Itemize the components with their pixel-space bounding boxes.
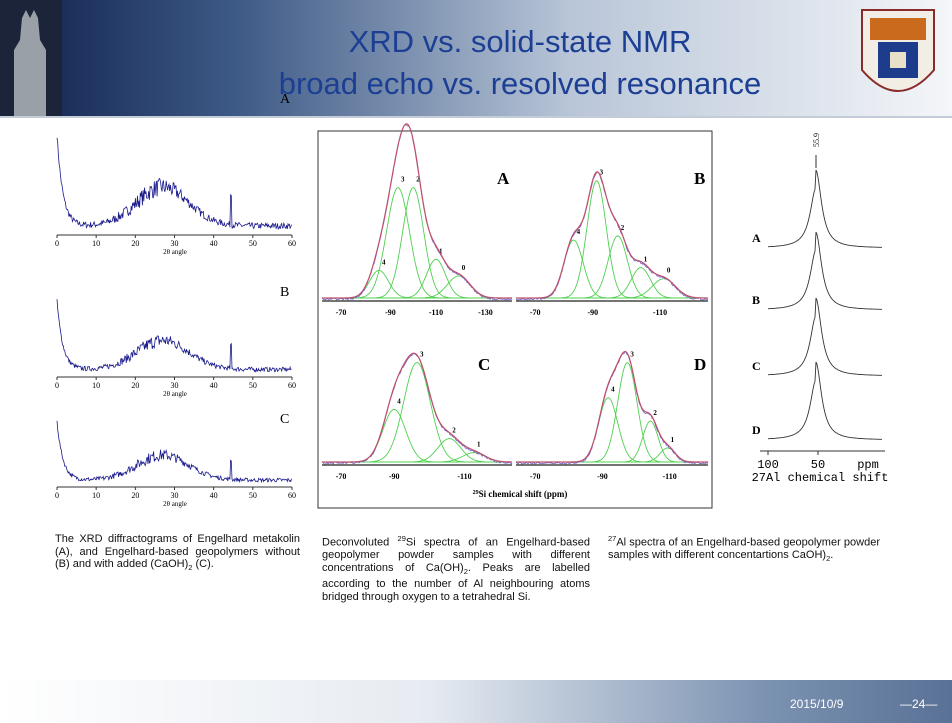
si-tick-label: -130	[478, 308, 493, 317]
xrd-trace	[57, 299, 292, 372]
crest-book	[890, 52, 906, 68]
xrd-panel-label: C	[280, 412, 289, 427]
xrd-tick-label: 50	[249, 491, 257, 500]
si-panel-label: B	[694, 169, 705, 188]
si-axis-label-text: Si chemical shift (ppm)	[479, 489, 568, 499]
footer-date: 2015/10/9	[790, 697, 844, 711]
xrd-trace	[57, 421, 292, 482]
caption-text: (C).	[192, 558, 213, 570]
xrd-tick-label: 60	[288, 491, 296, 500]
xrd-tick-label: 20	[131, 381, 139, 390]
si-tick-label: -110	[457, 472, 471, 481]
al-tick-label: 100	[757, 458, 779, 472]
si-peak-label: 4	[397, 397, 401, 405]
al-trace-label: D	[752, 423, 761, 437]
caption-text: The XRD diffractograms of Engelhard meta…	[55, 533, 300, 570]
xrd-tick-label: 20	[131, 491, 139, 500]
xrd-tick-label: 30	[171, 239, 179, 248]
si-peak-label: 1	[477, 441, 481, 449]
xrd-axis-label: 2θ angle	[163, 500, 187, 508]
si-peak-label: 0	[462, 264, 466, 272]
si-peak-label: 4	[611, 386, 615, 394]
xrd-tick-label: 20	[131, 239, 139, 248]
xrd-tick-label: 60	[288, 239, 296, 248]
al-unit: ppm	[857, 458, 879, 472]
caption-sup: 29	[398, 534, 406, 543]
si-peak-label: 1	[644, 256, 648, 264]
si-peak-label: 3	[401, 176, 405, 184]
xrd-axis-label: 2θ angle	[163, 390, 187, 398]
si-peak-label: 0	[667, 267, 671, 275]
slide-page: XRD vs. solid-state NMR broad echo vs. r…	[0, 0, 952, 723]
xrd-trace	[57, 138, 292, 229]
si-peak-label: 1	[671, 436, 675, 444]
al-tick-label: 50	[811, 458, 825, 472]
si-tick-label: -90	[597, 472, 608, 481]
al-trace	[768, 298, 882, 375]
caption: 27Al spectra of an Engelhard-based geopo…	[608, 533, 880, 566]
al-trace	[768, 232, 882, 309]
si-panel-label: D	[694, 355, 706, 374]
si-axis-label: 29Si chemical shift (ppm)	[473, 489, 568, 499]
si-figure-frame	[318, 131, 712, 508]
si-tick-label: -90	[385, 308, 396, 317]
xrd-tick-label: 10	[92, 239, 100, 248]
title-line: XRD vs. solid-state NMR	[349, 24, 692, 59]
xrd-panel-label: B	[280, 285, 289, 300]
xrd-tick-label: 50	[249, 239, 257, 248]
al-trace-label: C	[752, 359, 761, 373]
si-tick-label: -90	[389, 472, 400, 481]
si-tick-label: -70	[336, 308, 347, 317]
si-tick-label: -110	[429, 308, 443, 317]
si-peak-label: 4	[382, 258, 386, 266]
si-panel-label: C	[478, 355, 490, 374]
xrd-tick-label: 40	[210, 381, 218, 390]
si-tick-label: -110	[662, 472, 676, 481]
xrd-tick-label: 10	[92, 491, 100, 500]
si-tick-label: -70	[336, 472, 347, 481]
xrd-tick-label: 0	[55, 491, 59, 500]
si-peak-label: 3	[420, 351, 424, 359]
xrd-tick-label: 10	[92, 381, 100, 390]
xrd-tick-label: 50	[249, 381, 257, 390]
xrd-tick-label: 0	[55, 381, 59, 390]
xrd-tick-label: 30	[171, 381, 179, 390]
al-peak-label: 55.9	[812, 133, 821, 147]
al-trace	[768, 362, 882, 439]
al-trace	[768, 170, 882, 247]
caption: The XRD diffractograms of Engelhard meta…	[55, 533, 300, 575]
xrd-axis-label: 2θ angle	[163, 248, 187, 256]
xrd-tick-label: 0	[55, 239, 59, 248]
si-tick-label: -110	[653, 308, 667, 317]
slide: XRD vs. solid-state NMR broad echo vs. r…	[0, 0, 952, 723]
si-peak-label: 3	[630, 351, 634, 359]
si-tick-label: -90	[587, 308, 598, 317]
caption-text: Deconvoluted	[322, 537, 398, 549]
xrd-tick-label: 30	[171, 491, 179, 500]
crest-chief	[870, 18, 926, 40]
si-peak-label: 2	[452, 427, 456, 435]
xrd-panel-label: A	[280, 92, 291, 107]
al-trace-label: B	[752, 293, 760, 307]
xrd-tick-label: 40	[210, 239, 218, 248]
xrd-tick-label: 60	[288, 381, 296, 390]
al-trace-label: A	[752, 231, 761, 245]
caption-text: Al spectra of an Engelhard-based geopoly…	[608, 537, 880, 562]
si-tick-label: -70	[530, 472, 541, 481]
caption-text: .	[830, 549, 833, 561]
caption: Deconvoluted 29Si spectra of an Engelhar…	[322, 533, 590, 603]
si-panel-label: A	[497, 169, 510, 188]
al-axis-label: 27Al chemical shift	[752, 471, 889, 485]
title-line: broad echo vs. resolved resonance	[279, 66, 762, 101]
si-tick-label: -70	[530, 308, 541, 317]
si-peak-label: 2	[653, 409, 657, 417]
footer-page: —24—	[900, 697, 937, 711]
xrd-tick-label: 40	[210, 491, 218, 500]
